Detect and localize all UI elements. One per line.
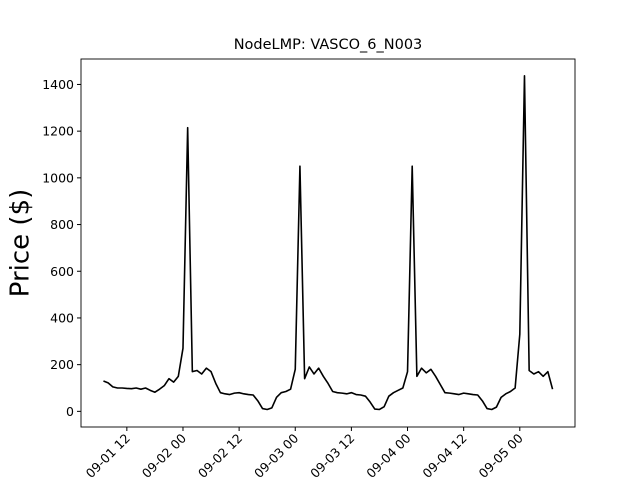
y-tick-label: 0 — [66, 404, 74, 419]
y-tick-label: 1000 — [42, 170, 74, 185]
y-axis-label: Price ($) — [6, 189, 36, 298]
price-line — [103, 75, 554, 411]
x-tick-label: 09-03 12 — [307, 431, 357, 480]
y-tick-label: 200 — [50, 357, 74, 372]
y-tick-label: 1400 — [42, 77, 74, 92]
x-tick-label: 09-02 12 — [195, 431, 245, 480]
x-tick-label: 09-05 00 — [476, 430, 526, 480]
x-tick-label: 09-02 00 — [139, 430, 189, 480]
y-tick-label: 1200 — [42, 124, 74, 139]
chart-title: NodeLMP: VASCO_6_N003 — [234, 37, 423, 53]
x-tick-label: 09-04 12 — [419, 431, 469, 480]
plot-frame — [80, 58, 576, 428]
x-tick-label: 09-04 00 — [363, 430, 413, 480]
y-tick-label: 400 — [50, 310, 74, 325]
y-tick-label: 600 — [50, 264, 74, 279]
y-tick-label: 800 — [50, 217, 74, 232]
x-tick-label: 09-01 12 — [83, 431, 133, 480]
x-tick-label: 09-03 00 — [251, 430, 301, 480]
